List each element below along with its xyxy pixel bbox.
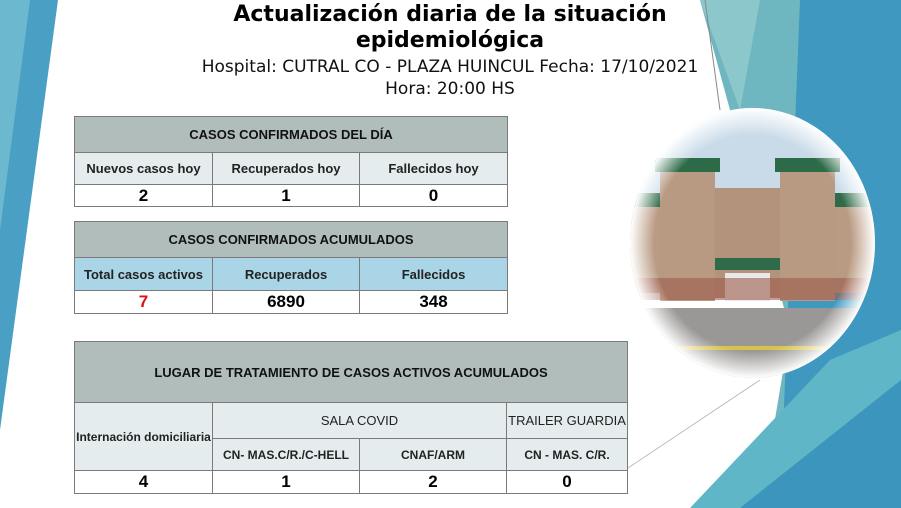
label-deaths: Fallecidos bbox=[358, 257, 509, 291]
value-deaths-today: 0 bbox=[358, 184, 509, 207]
label-cn-mas-cr: CN - MAS. C/R. bbox=[506, 438, 628, 471]
label-sala-covid: SALA COVID bbox=[212, 402, 507, 439]
value-recovered-today: 1 bbox=[212, 184, 360, 207]
daily-cases-table: CASOS CONFIRMADOS DEL DÍA Nuevos casos h… bbox=[73, 116, 509, 207]
value-home: 4 bbox=[74, 470, 213, 494]
treatment-title: LUGAR DE TRATAMIENTO DE CASOS ACTIVOS AC… bbox=[74, 341, 628, 403]
label-deaths-today: Fallecidos hoy bbox=[358, 152, 509, 185]
time-line: Hora: 20:00 HS bbox=[385, 79, 515, 99]
page-title: Actualización diaria de la situación epi… bbox=[233, 2, 667, 53]
value-trailer: 0 bbox=[506, 470, 628, 494]
value-deaths: 348 bbox=[358, 290, 509, 314]
hospital-photo bbox=[630, 108, 875, 378]
cumulative-title: CASOS CONFIRMADOS ACUMULADOS bbox=[73, 221, 509, 258]
treatment-location-table: LUGAR DE TRATAMIENTO DE CASOS ACTIVOS AC… bbox=[74, 341, 628, 494]
hospital-date-line: Hospital: CUTRAL CO - PLAZA HUINCUL Fech… bbox=[201, 57, 699, 77]
value-new-cases: 2 bbox=[74, 184, 213, 207]
label-active-cases: Total casos activos bbox=[74, 257, 213, 291]
label-recovered: Recuperados bbox=[212, 257, 360, 291]
label-recovered-today: Recuperados hoy bbox=[212, 152, 360, 185]
label-home-hospitalization: Internación domiciliaria bbox=[74, 402, 213, 471]
label-trailer-guardia: TRAILER GUARDIA bbox=[506, 402, 628, 439]
value-cnaf-arm: 2 bbox=[359, 470, 507, 494]
value-cn-mas-chell: 1 bbox=[212, 470, 360, 494]
value-active-cases: 7 bbox=[74, 290, 213, 314]
label-new-cases: Nuevos casos hoy bbox=[74, 152, 213, 185]
value-recovered: 6890 bbox=[212, 290, 360, 314]
label-cn-mas-chell: CN- MAS.C/R./C-HELL bbox=[212, 438, 360, 471]
label-cnaf-arm: CNAF/ARM bbox=[359, 438, 507, 471]
cumulative-cases-table: CASOS CONFIRMADOS ACUMULADOS Total casos… bbox=[73, 221, 509, 314]
daily-title: CASOS CONFIRMADOS DEL DÍA bbox=[73, 116, 509, 153]
